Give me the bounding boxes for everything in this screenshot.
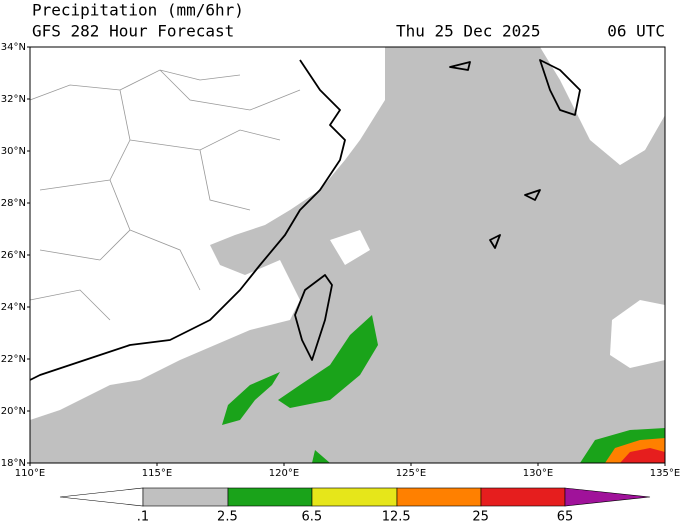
lon-label: 125°E [396, 468, 426, 479]
coastline [29, 59, 346, 381]
precip-moderate [312, 450, 330, 463]
map-frame [29, 46, 666, 464]
colorbar [59, 487, 651, 507]
axis-labels: 18°N 20°N 22°N 24°N 26°N 28°N 30°N 32°N 34°N 110°… [1, 42, 680, 479]
lon-label: 130°E [523, 468, 553, 479]
colorbar-label: 6.5 [301, 510, 322, 525]
lat-label: 24°N [1, 302, 26, 313]
dry-patch [595, 90, 665, 165]
colorbar-labels: .1 2.5 6.5 12.5 25 65 [137, 510, 573, 525]
valid-date: Thu 25 Dec 2025 [396, 22, 541, 41]
valid-time: 06 UTC [607, 22, 665, 41]
lon-label: 110°E [15, 468, 45, 479]
map-title: Precipitation (mm/6hr) [32, 1, 244, 20]
precip-very-heavy [620, 448, 665, 463]
map-subtitle: GFS 282 Hour Forecast [32, 22, 234, 41]
taiwan [294, 274, 333, 361]
province-border [29, 69, 301, 321]
precip-moderate [278, 315, 378, 408]
lat-label: 26°N [1, 250, 26, 261]
lat-label: 22°N [1, 354, 26, 365]
colorbar-label: 65 [557, 510, 574, 525]
dry-patch [330, 230, 370, 265]
lon-label: 135°E [650, 468, 680, 479]
lat-label: 20°N [1, 406, 26, 417]
colorbar-label: 25 [472, 510, 489, 525]
colorbar-label: 12.5 [382, 510, 411, 525]
dry-patch [610, 300, 665, 368]
island [449, 61, 541, 249]
lon-label: 115°E [142, 468, 172, 479]
lat-label: 28°N [1, 198, 26, 209]
lat-label: 30°N [1, 146, 26, 157]
colorbar-label: .1 [137, 510, 149, 525]
kyushu [539, 59, 581, 116]
lat-label: 34°N [1, 42, 26, 53]
precip-moderate [222, 372, 280, 425]
lon-label: 120°E [269, 468, 299, 479]
lat-label: 18°N [1, 458, 26, 469]
lat-label: 32°N [1, 94, 26, 105]
colorbar-label: 2.5 [217, 510, 238, 525]
